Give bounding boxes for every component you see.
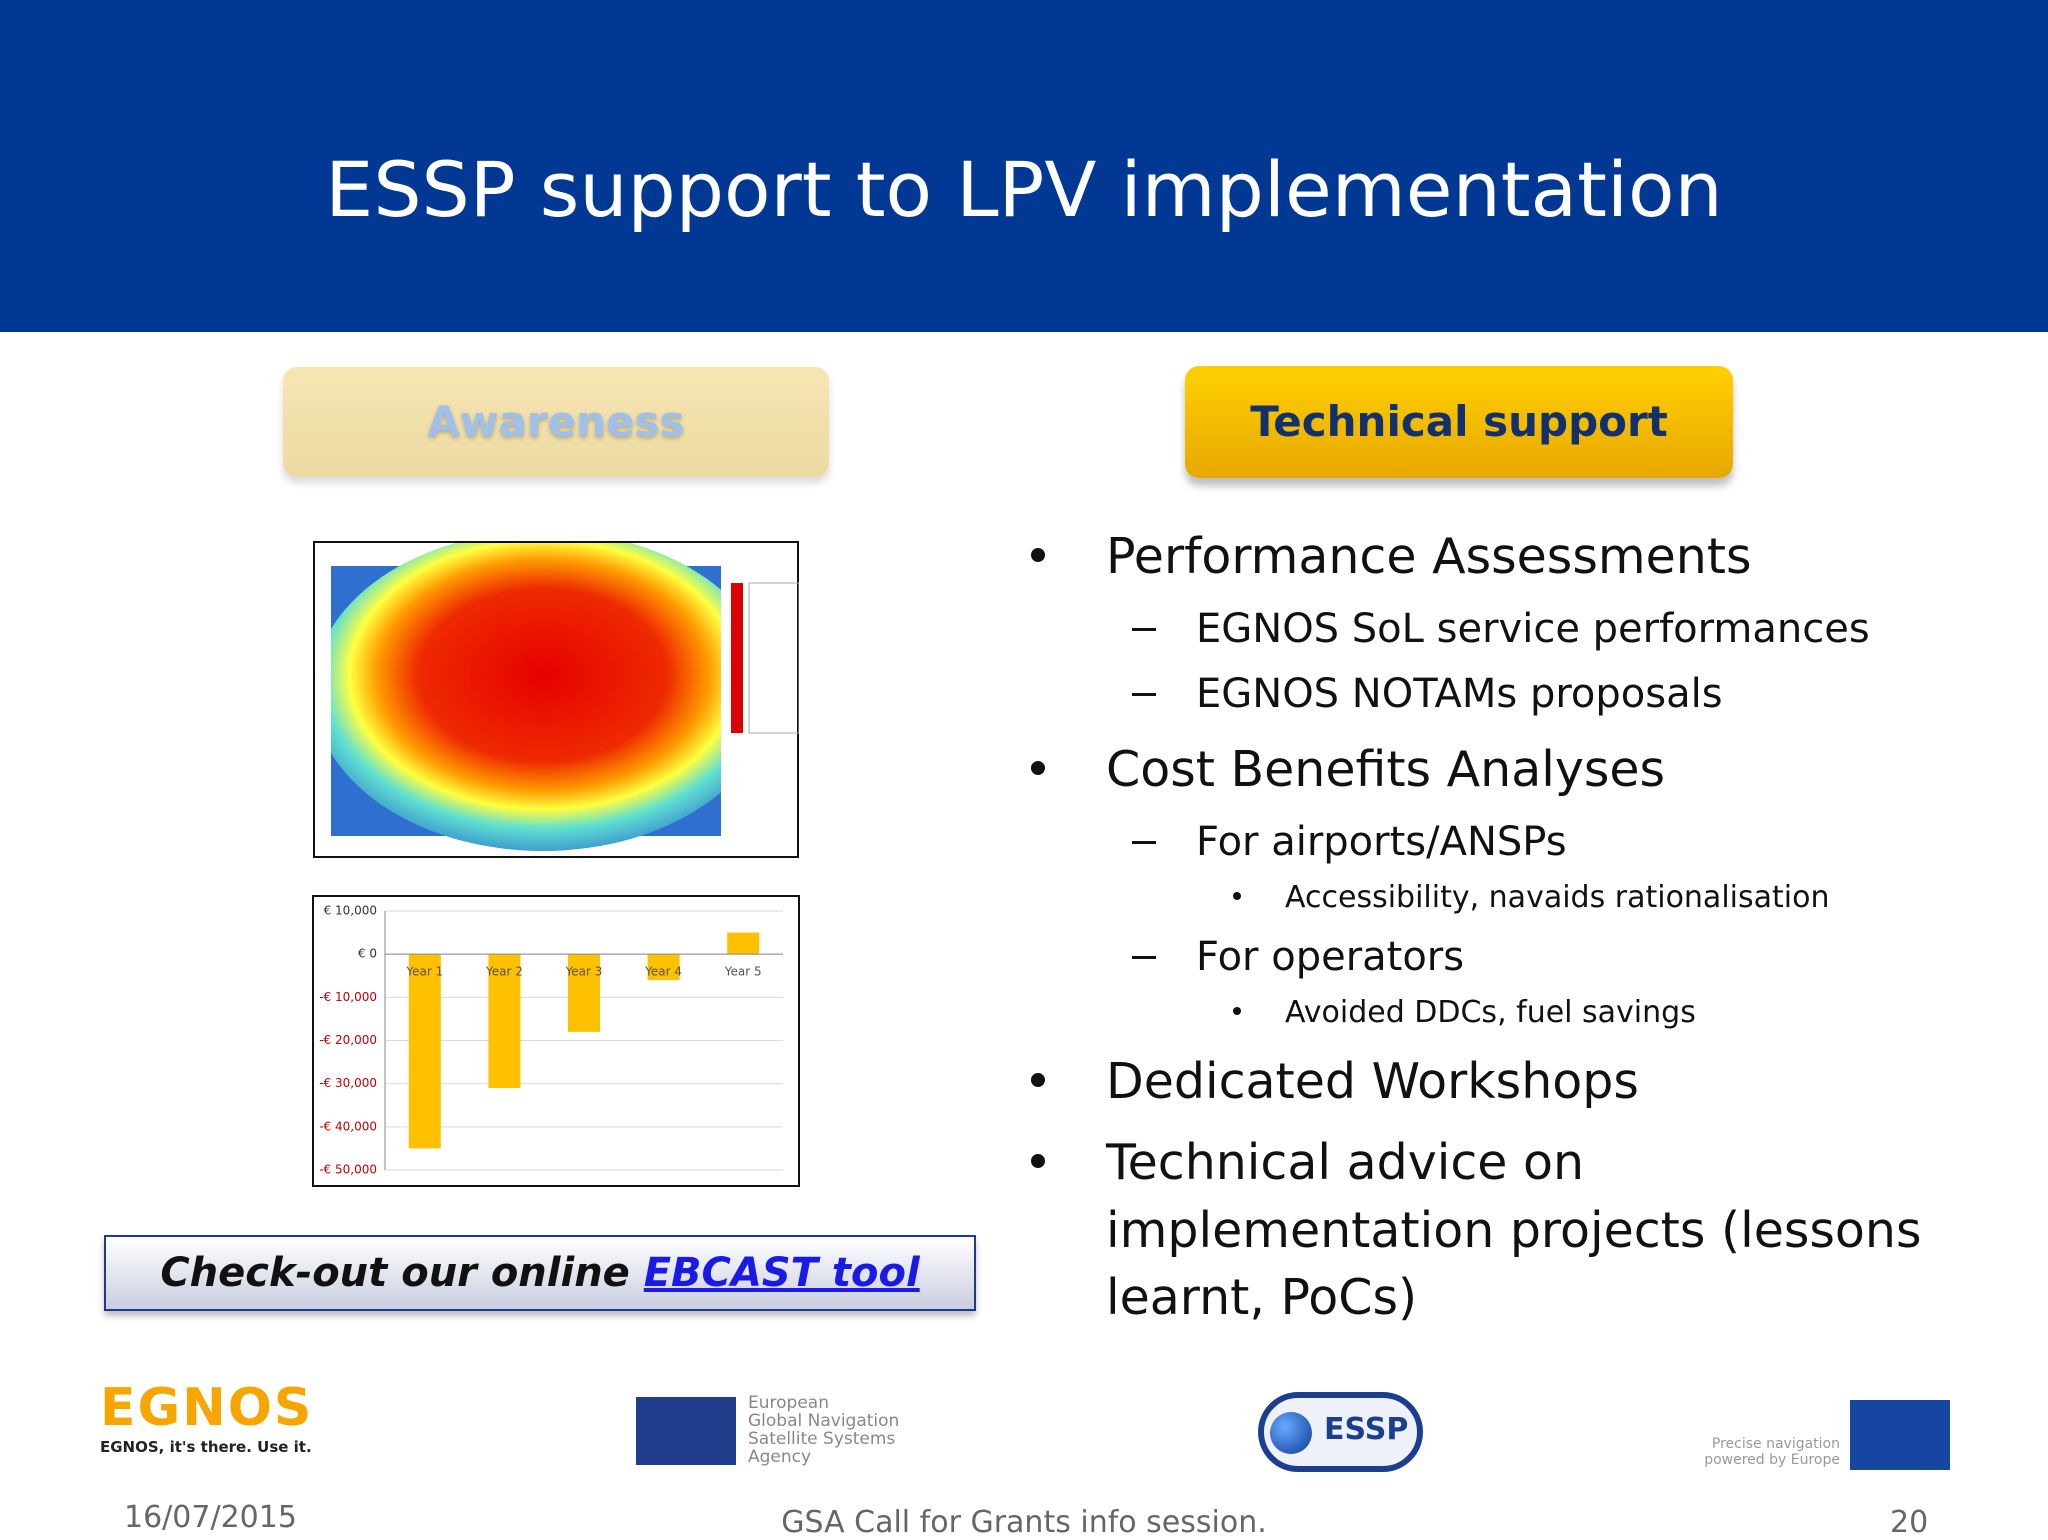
eu-flag — [1850, 1400, 1950, 1470]
y-tick-label: € 10,000 — [324, 904, 377, 918]
gsa-flag — [636, 1397, 736, 1465]
footer-page: 20 — [1890, 1505, 1929, 1540]
bullet-dot — [1233, 892, 1241, 900]
bullet-dot — [1233, 1007, 1241, 1015]
egnos-wordmark: EGNOS — [100, 1378, 314, 1438]
y-tick-label: -€ 40,000 — [319, 1119, 377, 1133]
bar — [647, 954, 680, 981]
bar — [568, 954, 600, 1032]
gsa-logo-text: European Global Navigation Satellite Syste… — [748, 1394, 899, 1466]
bullet-text: Accessibility, navaids rationalisation — [1285, 879, 1830, 915]
bullet-text: Cost Benefits Analyses — [1106, 741, 1666, 799]
bullet-text: Dedicated Workshops — [1106, 1053, 1639, 1111]
ebcast-link[interactable]: EBCAST tool — [643, 1250, 920, 1296]
coverage-map — [313, 541, 799, 858]
x-tick-label: Year 5 — [724, 965, 762, 979]
essp-wordmark: ESSP — [1324, 1412, 1409, 1447]
x-tick-label: Year 1 — [405, 965, 443, 979]
x-tick-label: Year 4 — [644, 965, 682, 979]
slide-title: ESSP support to LPV implementation — [325, 145, 1723, 234]
bullet-dot — [1031, 548, 1045, 562]
eu-logo-text: Precise navigation powered by Europe — [1700, 1436, 1840, 1468]
y-tick-label: -€ 30,000 — [319, 1076, 377, 1090]
bullet-dot — [1031, 1154, 1045, 1168]
bullet-text: Avoided DDCs, fuel savings — [1285, 994, 1696, 1030]
bullet-text: EGNOS SoL service performances — [1196, 606, 1870, 652]
bullet-dash — [1132, 956, 1156, 959]
footer-date: 16/07/2015 — [124, 1500, 297, 1535]
footer-center: GSA Call for Grants info session. — [781, 1505, 1267, 1540]
egnos-logo: EGNOS EGNOS, it's there. Use it. — [100, 1378, 320, 1456]
y-tick-label: -€ 20,000 — [319, 1033, 377, 1047]
x-tick-label: Year 3 — [565, 965, 603, 979]
bullet-text: Performance Assessments — [1106, 528, 1752, 586]
bullet-dash — [1132, 628, 1156, 631]
bar — [488, 954, 521, 1088]
gsa-line: Satellite Systems — [748, 1429, 896, 1449]
x-tick-label: Year 2 — [485, 965, 523, 979]
bullet-text: Technical advice on implementation proje… — [1106, 1134, 1922, 1327]
bar — [727, 932, 760, 955]
bullet-text: For operators — [1196, 934, 1465, 980]
essp-logo: ESSP — [1258, 1392, 1423, 1472]
y-tick-label: € 0 — [358, 947, 377, 961]
bullet-text: EGNOS NOTAMs proposals — [1196, 671, 1723, 717]
gsa-line: European — [748, 1393, 829, 1413]
eu-line: Precise navigation — [1711, 1436, 1840, 1452]
callout-box: Check-out our online EBCAST tool — [104, 1235, 976, 1311]
y-tick-label: -€ 50,000 — [319, 1163, 377, 1177]
technical-support-button: Technical support — [1185, 366, 1733, 478]
gsa-line: Agency — [748, 1447, 812, 1467]
bullet-dot — [1031, 1073, 1045, 1087]
y-tick-label: -€ 10,000 — [319, 990, 377, 1004]
bullet-dash — [1132, 841, 1156, 844]
callout-text: Check-out our online — [160, 1250, 644, 1296]
bullet-text: For airports/ANSPs — [1196, 819, 1567, 865]
bar — [408, 954, 441, 1149]
gsa-line: Global Navigation — [748, 1411, 900, 1431]
eu-line: powered by Europe — [1704, 1452, 1840, 1468]
egnos-tagline: EGNOS, it's there. Use it. — [100, 1438, 312, 1456]
awareness-button: Awareness — [283, 367, 829, 477]
header-band — [0, 0, 2048, 332]
bullet-dot — [1031, 761, 1045, 775]
bullet-dash — [1132, 693, 1156, 696]
